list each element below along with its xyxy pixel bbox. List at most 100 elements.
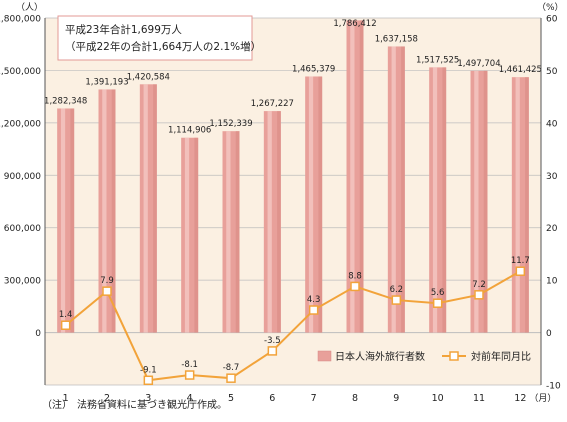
line-marker [143, 375, 154, 386]
bar-value-label: 1,282,348 [44, 96, 87, 106]
annotation-box: 平成23年合計1,699万人 （平成22年の合計1,664万人の2.1%増） [57, 15, 261, 61]
line-value-label: 1.4 [59, 310, 73, 320]
bar-shade [235, 131, 240, 333]
y-left-tick-label: 900,000 [4, 172, 41, 182]
bar-value-label: 1,465,379 [292, 64, 335, 74]
line-marker [184, 370, 195, 380]
legend-marker-swatch [449, 351, 459, 361]
x-tick-label: 5 [228, 393, 234, 404]
bar-value-label: 1,152,339 [209, 119, 252, 129]
y-right-tick-label: 0 [546, 329, 552, 339]
bar-value-label: 1,420,584 [127, 72, 170, 82]
line-marker [515, 266, 526, 276]
bar-value-label: 1,786,412 [333, 19, 376, 29]
y-right-tick-label: 20 [546, 224, 558, 234]
x-tick-label: 4 [187, 393, 193, 404]
bar-shade [194, 137, 199, 333]
footnote: （注） 法務省資料に基づき観光庁作成。 [42, 398, 227, 411]
line-value-label: -8.7 [223, 363, 240, 373]
y-right-unit: （%） [537, 2, 564, 13]
bar-highlight [391, 46, 396, 333]
bar-shade [153, 84, 157, 333]
y-right-tick-label: 40 [546, 119, 558, 129]
line-value-label: -9.1 [140, 365, 157, 375]
plot-area [45, 18, 541, 385]
bar-highlight [60, 108, 66, 333]
line-value-label: 5.6 [431, 288, 445, 298]
x-tick-label: 7 [311, 393, 317, 404]
bar-shade [442, 67, 447, 333]
bar-highlight [143, 84, 148, 333]
bar-highlight [102, 89, 107, 333]
y-right-tick-label: 60 [546, 15, 558, 25]
y-left-tick-label: 300,000 [4, 277, 41, 287]
y-left-tick-label: 0 [35, 329, 41, 339]
line-value-label: 11.7 [511, 256, 530, 266]
bar-shade [401, 46, 405, 333]
line-path [65, 270, 521, 382]
x-tick-label: 9 [393, 393, 399, 404]
bar-value-label: 1,517,525 [416, 55, 459, 65]
y-left-tick-label: 1,800,000 [0, 15, 41, 25]
x-unit: （月） [529, 393, 556, 404]
line-marker [432, 298, 443, 308]
bar-value-label: 1,114,906 [168, 126, 211, 136]
x-tick-label: 3 [145, 393, 151, 404]
line-marker [308, 305, 319, 315]
line-value-label: -3.5 [264, 336, 281, 346]
bar-shade [318, 76, 323, 333]
x-tick-label: 6 [269, 393, 275, 404]
line-value-label: 7.2 [472, 280, 486, 290]
line-value-label: -8.1 [181, 360, 198, 370]
x-tick-label: 8 [352, 393, 358, 404]
y-right-tick-label: 30 [546, 172, 558, 182]
line-value-label: 8.8 [348, 271, 362, 281]
legend-bar-label: 日本人海外旅行者数 [335, 350, 425, 363]
bar-highlight [432, 67, 438, 333]
annotation-line-2: （平成22年の合計1,664万人の2.1%増） [65, 40, 261, 53]
bar-highlight [350, 20, 355, 333]
legend-line-label: 対前年同月比 [471, 350, 531, 363]
y-left-tick-label: 1,200,000 [0, 119, 41, 129]
line-marker [102, 286, 112, 296]
line-marker [474, 290, 484, 300]
bar-shade [277, 111, 281, 333]
bar-shade [483, 70, 488, 333]
bar-value-label: 1,497,704 [457, 59, 500, 69]
y-right-tick-label: -10 [546, 382, 561, 392]
bar-value-label: 1,391,193 [85, 77, 128, 87]
bar-shade [359, 20, 364, 333]
x-tick-label: 2 [104, 393, 110, 404]
line-value-label: 6.2 [390, 285, 404, 295]
bar-highlight [267, 111, 272, 333]
x-tick-label: 12 [514, 393, 526, 404]
y-left-unit: （人） [16, 2, 43, 13]
bar-highlight [515, 77, 520, 333]
bar-highlight [474, 70, 479, 333]
y-left-tick-label: 1,500,000 [0, 67, 41, 77]
y-right-tick-label: 10 [546, 277, 558, 287]
line-series [60, 266, 526, 386]
line-marker [226, 373, 236, 383]
bar-value-label: 1,637,158 [375, 34, 418, 44]
line-value-label: 4.3 [307, 295, 321, 305]
legend: 日本人海外旅行者数 対前年同月比 [317, 350, 531, 363]
line-marker [60, 320, 71, 330]
line-marker [267, 346, 278, 356]
bar-shade [525, 77, 529, 333]
bar-value-label: 1,461,425 [499, 65, 542, 75]
y-right-tick-label: 50 [546, 67, 558, 77]
grid-lines [45, 17, 541, 386]
bar-value-label: 1,267,227 [251, 99, 294, 109]
line-marker [350, 281, 360, 292]
bar-highlight [308, 76, 314, 333]
bar-highlight [226, 131, 231, 333]
x-tick-label: 10 [432, 393, 444, 404]
y-left-tick-label: 600,000 [4, 224, 41, 234]
legend-bar-swatch [317, 350, 332, 362]
bar-shade [70, 108, 75, 333]
bar-highlight [184, 137, 190, 333]
bar-shade [111, 89, 116, 333]
